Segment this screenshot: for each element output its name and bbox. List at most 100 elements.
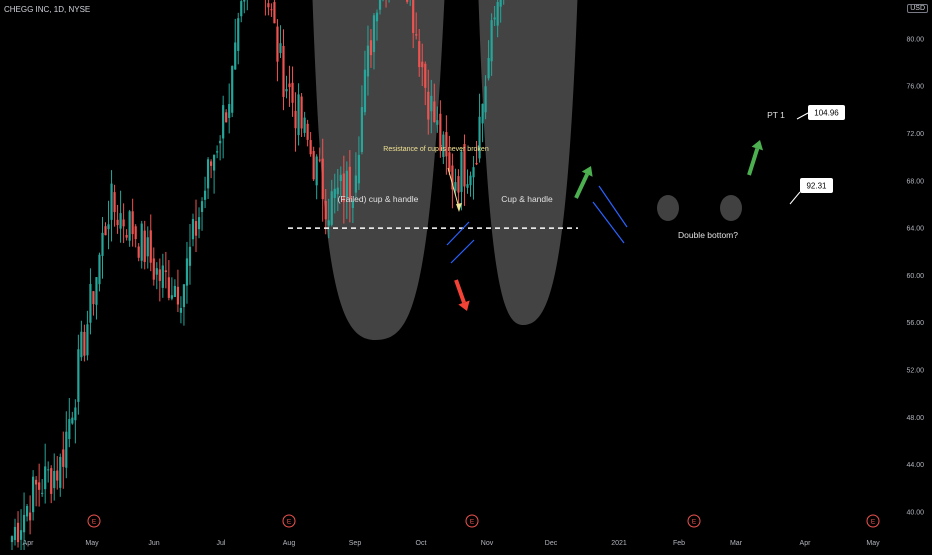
x-tick-label: May [866, 540, 880, 547]
pt-label: PT 1 [767, 110, 785, 120]
candle-body [110, 183, 113, 220]
candle-body [197, 217, 201, 230]
candle-body [19, 530, 23, 540]
candle-body [44, 466, 47, 490]
candle-body [427, 91, 430, 120]
candle-body [128, 211, 131, 241]
candle-body [342, 173, 345, 203]
earnings-marker [687, 514, 701, 528]
candle-body [143, 230, 146, 262]
candle-body [360, 107, 364, 153]
candle-body [306, 123, 309, 140]
candle-body [200, 201, 204, 212]
candle-body [86, 324, 89, 356]
candle-body [134, 226, 137, 240]
double-bottom-right [720, 195, 742, 221]
candle-body [206, 159, 210, 189]
candle-body [288, 83, 291, 88]
candle-body [219, 140, 222, 144]
candle-body [68, 419, 71, 440]
candle-body [484, 86, 487, 113]
candle-body [433, 101, 436, 123]
candle-body [203, 190, 207, 200]
candle-body [95, 277, 98, 305]
candle-body [273, 2, 276, 24]
candle-body [185, 258, 189, 286]
y-tick-label: 76.00 [906, 84, 924, 91]
earnings-marker [282, 514, 296, 528]
candle-body [375, 12, 379, 22]
candle-body [32, 476, 35, 513]
candle-body [243, 0, 246, 2]
failed-cup-label: (Failed) cup & handle [338, 194, 419, 204]
x-tick-label: Feb [673, 540, 685, 547]
candle-body [209, 161, 213, 166]
candle-body [279, 43, 282, 54]
candle-body [50, 468, 53, 494]
candle-body [83, 331, 86, 356]
candle-body [424, 63, 427, 88]
candle-body [412, 0, 415, 33]
candle-body [167, 277, 170, 298]
candle-body [463, 144, 466, 187]
candle-body [119, 213, 122, 229]
x-tick-label: Sep [349, 540, 362, 547]
candle-body [366, 45, 370, 77]
candle-body [291, 82, 294, 103]
y-tick-label: 56.00 [906, 320, 924, 327]
x-tick-label: Jun [148, 540, 159, 547]
candle-body [490, 20, 493, 62]
candle-body [131, 211, 134, 235]
candle-body [439, 113, 442, 151]
candle-body [430, 95, 433, 112]
x-tick-label: Jul [217, 540, 226, 547]
earnings-marker-label: E [871, 519, 876, 526]
candle-body [418, 41, 421, 68]
candle-body [240, 1, 243, 17]
candle-body [62, 449, 65, 467]
candle-body [415, 34, 418, 36]
neckline-callout-box [800, 178, 833, 193]
candle-body [53, 471, 56, 489]
candle-body [122, 219, 125, 227]
candle-body [179, 307, 183, 313]
double-bottom-label: Double bottom? [678, 230, 738, 240]
candle-body [191, 219, 195, 240]
candle-body [339, 174, 342, 182]
flag-channel-top [598, 185, 628, 228]
candle-body [35, 479, 38, 485]
candle-body [104, 226, 107, 236]
x-tick-label: Mar [730, 540, 743, 547]
candle-body [466, 184, 469, 188]
candle-body [16, 522, 20, 543]
candle-body [496, 2, 499, 26]
x-tick-label: Dec [545, 540, 558, 547]
earnings-marker-label: E [92, 519, 97, 526]
candle-body [10, 536, 14, 543]
failed-cup-shape [312, 0, 445, 340]
candle-body [267, 3, 270, 8]
candle-body [28, 512, 32, 521]
candle-body [146, 237, 149, 257]
candle-body [285, 89, 288, 92]
candle-body [472, 167, 475, 178]
candle-body [457, 176, 460, 193]
candle-body [324, 200, 327, 220]
y-tick-label: 44.00 [906, 462, 924, 469]
candle-body [47, 469, 50, 471]
resistance-note: Resistance of cup is never broken [383, 146, 489, 153]
candle-body [487, 58, 490, 79]
candle-body [469, 175, 472, 186]
candle-body [38, 482, 41, 490]
candle-body [333, 188, 336, 198]
red-arrow-oct [454, 279, 470, 311]
candle-body [297, 94, 300, 136]
candle-body [152, 258, 155, 280]
x-tick-label: 2021 [611, 540, 627, 547]
currency-button[interactable]: USD [907, 4, 928, 13]
handle-channel-top [446, 221, 470, 246]
candle-body [357, 154, 361, 184]
target-callout-box [808, 105, 845, 120]
